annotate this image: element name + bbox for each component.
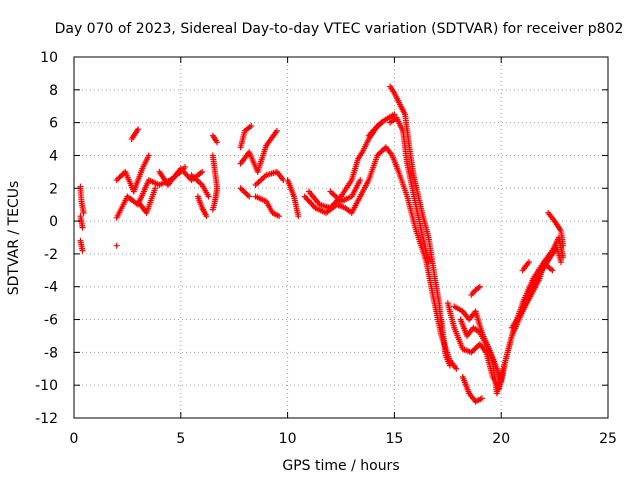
data-point (116, 174, 123, 181)
grid (74, 57, 608, 418)
y-tick-label: 2 (49, 181, 58, 197)
x-tick-label: 20 (492, 431, 510, 447)
y-tick-label: -10 (35, 378, 58, 394)
data-point (558, 259, 565, 266)
data-point (248, 122, 255, 129)
data-point (240, 188, 247, 195)
x-tick-labels: 0 5 10 15 20 25 (70, 431, 617, 447)
y-tick-label: 6 (49, 116, 58, 132)
x-tick-label: 15 (385, 431, 403, 447)
data-points (77, 83, 567, 405)
data-point (378, 148, 385, 155)
data-point (478, 395, 485, 402)
plot-frame (73, 56, 609, 419)
data-point (209, 206, 216, 213)
y-tick-label: -4 (44, 280, 58, 296)
data-point (378, 119, 385, 126)
data-point (476, 283, 483, 290)
x-tick-label: 5 (176, 431, 185, 447)
data-point (560, 242, 567, 249)
y-tick-label: -2 (44, 247, 58, 263)
y-tick-label: 4 (49, 148, 58, 164)
data-point (119, 171, 126, 178)
data-point (425, 259, 432, 266)
data-point (473, 343, 480, 350)
y-axis-label: SDTVAR / TECUs (6, 181, 22, 296)
data-point (115, 175, 122, 182)
y-tick-label: 8 (49, 83, 58, 99)
data-point (113, 177, 120, 184)
data-point (241, 189, 248, 196)
y-tick-label: -12 (35, 411, 58, 427)
y-tick-label: -8 (44, 345, 58, 361)
y-tick-labels: -12 -10 -8 -6 -4 -2 0 2 4 6 8 10 (35, 50, 58, 427)
data-point (182, 163, 189, 170)
x-axis-label: GPS time / hours (282, 458, 399, 474)
data-point (472, 345, 479, 352)
data-point (79, 247, 86, 254)
data-point (357, 177, 364, 184)
data-point (203, 213, 210, 220)
data-point (380, 146, 387, 153)
data-point (199, 168, 206, 175)
data-point (273, 127, 280, 134)
data-point (453, 365, 460, 372)
data-point (244, 192, 251, 199)
data-point (117, 172, 124, 179)
data-point (152, 185, 159, 192)
data-point (113, 242, 120, 249)
x-tick-label: 25 (599, 431, 617, 447)
data-point (549, 267, 556, 274)
y-tick-label: -6 (44, 313, 58, 329)
axis-ticks (73, 56, 609, 419)
data-point (237, 185, 244, 192)
data-point (469, 347, 476, 354)
data-point (295, 213, 302, 220)
chart-title: Day 070 of 2023, Sidereal Day-to-day VTE… (55, 21, 624, 37)
data-point (446, 362, 453, 369)
data-point (560, 254, 567, 261)
data-point (246, 193, 253, 200)
data-point (214, 139, 221, 146)
x-tick-label: 10 (279, 431, 297, 447)
data-point (79, 224, 86, 231)
data-point (239, 186, 246, 193)
data-point (80, 209, 87, 216)
data-point (205, 193, 212, 200)
x-tick-label: 0 (70, 431, 79, 447)
y-tick-label: 0 (49, 214, 58, 230)
data-point (525, 259, 532, 266)
data-point (377, 149, 384, 156)
data-point (243, 190, 250, 197)
data-point (135, 126, 142, 133)
data-point (276, 213, 283, 220)
y-tick-label: 10 (40, 50, 58, 66)
data-point (145, 152, 152, 159)
data-point (498, 373, 505, 380)
